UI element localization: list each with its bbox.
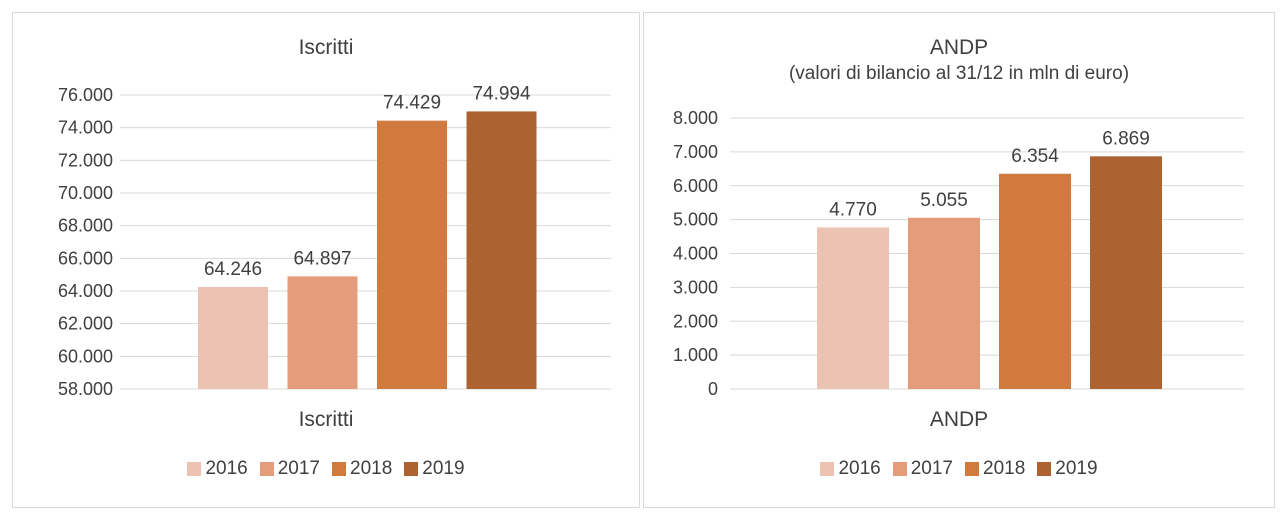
- legend-item-2016: 2016: [820, 458, 881, 480]
- y-tick-label: 74.000: [58, 118, 113, 138]
- y-tick-label: 1.000: [673, 345, 718, 365]
- y-tick-label: 2.000: [673, 311, 718, 331]
- legend-item-2018: 2018: [965, 458, 1025, 480]
- legend-item-2019: 2019: [404, 458, 465, 480]
- legend-swatch: [965, 462, 979, 476]
- data-label-2016: 4.770: [829, 199, 877, 220]
- chart-title: ANDP: [929, 36, 989, 59]
- chart-title: Iscritti: [298, 36, 354, 59]
- legend-item-2017: 2017: [259, 458, 320, 480]
- legend-swatch: [187, 462, 202, 476]
- y-tick-label: 58.000: [58, 379, 113, 399]
- legend-label: 2019: [1055, 458, 1098, 479]
- x-axis-label: ANDP: [929, 408, 989, 431]
- y-tick-label: 3.000: [673, 277, 718, 297]
- y-tick-label: 7.000: [673, 142, 718, 162]
- bar-2016: [198, 286, 268, 389]
- legend-swatch: [820, 462, 835, 476]
- legend-label: 2016: [205, 458, 248, 479]
- y-tick-label: 62.000: [58, 314, 113, 334]
- legend-label: 2019: [422, 458, 465, 479]
- chart-legend: 2016 2017 2018 2019: [13, 458, 639, 480]
- bar-2017: [287, 276, 358, 389]
- legend-swatch: [892, 462, 907, 476]
- y-tick-label: 68.000: [58, 216, 113, 236]
- y-tick-label: 70.000: [58, 183, 113, 203]
- bar-2019: [466, 111, 537, 389]
- chart-panel-iscritti: Iscritti 58.000 60.000 62.000 64.000 66.000 6…: [12, 12, 640, 508]
- data-label-2018: 6.354: [1011, 146, 1059, 167]
- legend-swatch: [259, 462, 274, 476]
- data-label-2019: 6.869: [1102, 128, 1150, 149]
- legend-item-2018: 2018: [332, 458, 392, 480]
- legend-label: 2017: [277, 458, 320, 479]
- chart-plot-andp: 0 1.000 2.000 3.000 4.000 5.000 6.000 7.000 8.00…: [673, 108, 1244, 399]
- legend-swatch: [1037, 462, 1052, 476]
- y-tick-label: 76.000: [58, 85, 113, 105]
- bar-2016: [817, 227, 889, 389]
- data-label-2019: 74.994: [472, 83, 531, 104]
- legend-item-2019: 2019: [1037, 458, 1098, 480]
- data-label-2017: 64.897: [293, 248, 351, 269]
- y-tick-label: 0: [708, 379, 718, 399]
- legend-item-2016: 2016: [187, 458, 248, 480]
- chart-subtitle: (valori di bilancio al 31/12 in mln di e…: [788, 63, 1130, 84]
- legend-label: 2018: [350, 458, 393, 479]
- chart-legend: 2016 2017 2018 2019: [644, 458, 1274, 480]
- legend-label: 2017: [910, 458, 953, 479]
- data-label-2018: 74.429: [383, 93, 441, 114]
- legend-swatch: [404, 462, 419, 476]
- y-tick-label: 4.000: [673, 244, 718, 264]
- data-label-2017: 5.055: [920, 190, 968, 211]
- y-tick-label: 8.000: [673, 108, 718, 128]
- legend-label: 2016: [838, 458, 881, 479]
- y-tick-label: 64.000: [58, 281, 113, 301]
- chart-panel-andp: ANDP (valori di bilancio al 31/12 in mln…: [643, 12, 1275, 508]
- x-axis-label: Iscritti: [298, 408, 354, 431]
- legend-item-2017: 2017: [892, 458, 953, 480]
- bar-2018: [377, 120, 447, 389]
- y-tick-label: 6.000: [673, 176, 718, 196]
- data-label-2016: 64.246: [204, 259, 262, 280]
- bar-2017: [908, 217, 980, 389]
- legend-swatch: [332, 462, 346, 476]
- y-tick-label: 66.000: [58, 248, 113, 268]
- legend-label: 2018: [983, 458, 1026, 479]
- y-tick-label: 5.000: [673, 210, 718, 230]
- chart-plot-iscritti: 58.000 60.000 62.000 64.000 66.000 68.000 70.0…: [58, 83, 611, 399]
- bar-2019: [1090, 156, 1162, 389]
- y-tick-label: 72.000: [58, 150, 113, 170]
- y-tick-label: 60.000: [58, 346, 113, 366]
- bar-2018: [999, 173, 1071, 389]
